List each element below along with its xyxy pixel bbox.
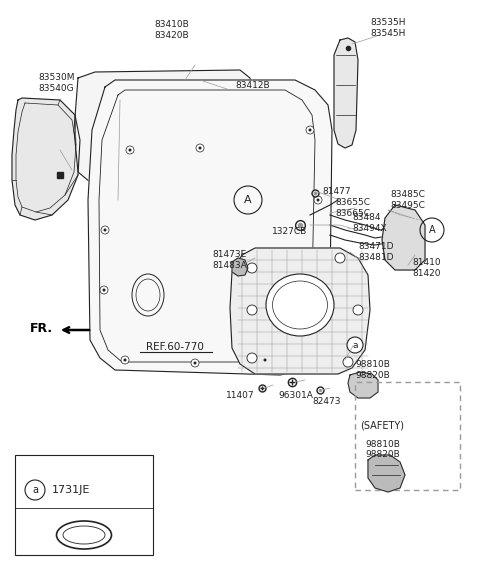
- Circle shape: [261, 356, 269, 364]
- Circle shape: [306, 126, 314, 134]
- Text: FR.: FR.: [30, 321, 53, 335]
- Circle shape: [314, 196, 322, 204]
- Text: 1327CB: 1327CB: [272, 228, 307, 236]
- Polygon shape: [382, 205, 425, 270]
- Circle shape: [126, 146, 134, 154]
- Circle shape: [296, 316, 304, 324]
- Polygon shape: [12, 98, 80, 220]
- Text: 82473: 82473: [312, 397, 340, 407]
- Circle shape: [247, 305, 257, 315]
- Text: 83484
83494X: 83484 83494X: [352, 213, 386, 233]
- Circle shape: [123, 358, 127, 361]
- Ellipse shape: [266, 274, 334, 336]
- Circle shape: [199, 146, 202, 149]
- Polygon shape: [368, 455, 405, 492]
- Circle shape: [309, 128, 312, 131]
- Circle shape: [129, 149, 132, 152]
- Circle shape: [347, 337, 363, 353]
- Text: 83471D
83481D: 83471D 83481D: [358, 242, 394, 261]
- Text: 81473E
81483A: 81473E 81483A: [212, 250, 247, 270]
- Text: a: a: [32, 485, 38, 495]
- Text: 96301A: 96301A: [278, 390, 313, 400]
- Circle shape: [121, 356, 129, 364]
- Text: 1731JE: 1731JE: [52, 485, 90, 495]
- Circle shape: [299, 318, 301, 321]
- Circle shape: [101, 226, 109, 234]
- Circle shape: [343, 357, 353, 367]
- Bar: [15, 455, 153, 555]
- Polygon shape: [74, 70, 252, 185]
- Polygon shape: [232, 258, 248, 276]
- Text: (SAFETY): (SAFETY): [360, 420, 404, 430]
- Circle shape: [103, 289, 106, 292]
- Text: 83412B: 83412B: [235, 81, 270, 89]
- Text: 83655C
83665C: 83655C 83665C: [335, 198, 370, 218]
- Text: A: A: [244, 195, 252, 205]
- Circle shape: [264, 358, 266, 361]
- Circle shape: [100, 286, 108, 294]
- Text: 81410
81420: 81410 81420: [412, 259, 441, 278]
- Polygon shape: [334, 38, 358, 148]
- Text: 83410B
83420B: 83410B 83420B: [155, 20, 190, 40]
- Circle shape: [247, 353, 257, 363]
- Text: 98810B
98820B: 98810B 98820B: [365, 440, 400, 460]
- Text: REF.60-770: REF.60-770: [146, 342, 204, 352]
- Circle shape: [335, 253, 345, 263]
- Circle shape: [247, 263, 257, 273]
- Text: 11407: 11407: [226, 390, 254, 400]
- Circle shape: [196, 144, 204, 152]
- Circle shape: [193, 361, 196, 364]
- Circle shape: [353, 305, 363, 315]
- Polygon shape: [88, 80, 332, 375]
- Text: 81477: 81477: [322, 188, 350, 196]
- Bar: [355, 382, 460, 490]
- Circle shape: [191, 359, 199, 367]
- Text: 83535H
83545H: 83535H 83545H: [370, 18, 406, 38]
- Text: a: a: [352, 340, 358, 350]
- Text: A: A: [429, 225, 435, 235]
- Polygon shape: [348, 372, 378, 398]
- Text: 83485C
83495C: 83485C 83495C: [390, 191, 425, 210]
- Circle shape: [316, 199, 320, 202]
- Text: 83530M
83540G: 83530M 83540G: [38, 73, 74, 93]
- Circle shape: [104, 228, 107, 231]
- Polygon shape: [230, 248, 370, 374]
- Text: 98810B
98820B: 98810B 98820B: [355, 360, 390, 380]
